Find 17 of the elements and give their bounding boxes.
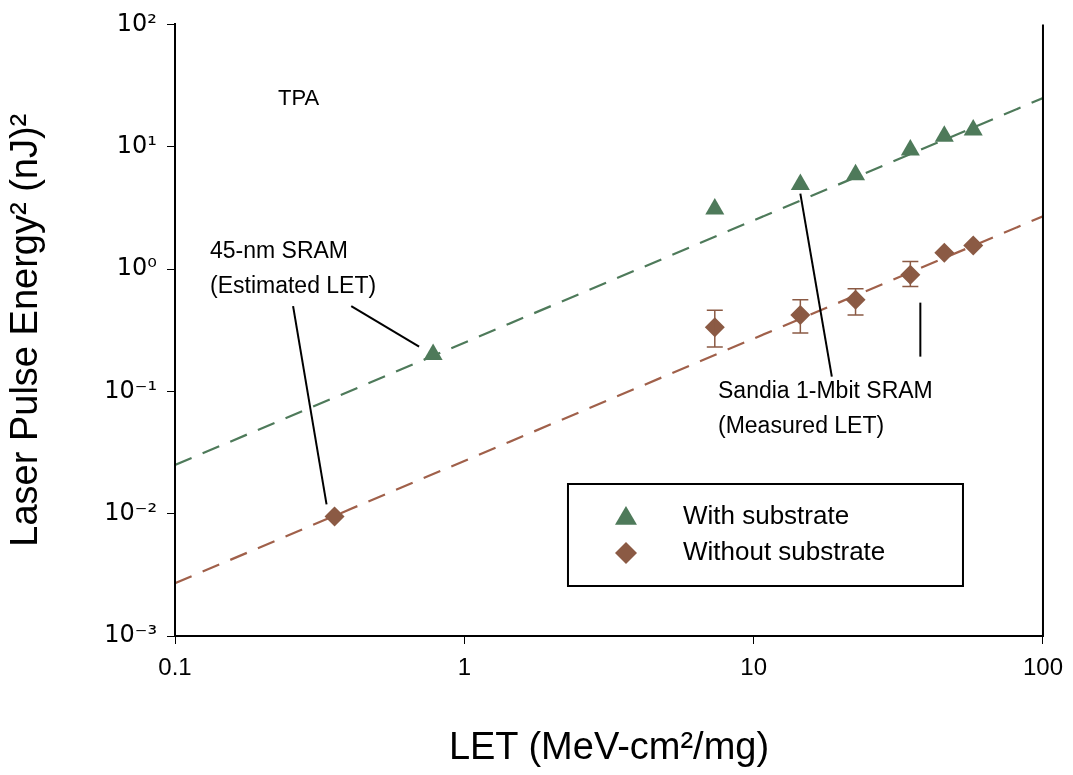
x-axis-title: LET (MeV-cm²/mg) (448, 724, 770, 767)
x-tick-label: 0.1 (158, 653, 192, 681)
y-tick-label: 10⁰ (116, 253, 157, 282)
y-axis-title: Laser Pulse Energy² (nJ)² (3, 113, 46, 547)
y-tick-label: 10¹ (116, 130, 157, 159)
x-tick-label: 100 (1022, 653, 1063, 681)
legend-label: Without substrate (682, 536, 886, 567)
x-tick-label: 1 (457, 653, 472, 681)
y-tick-label: 10⁻³ (104, 620, 157, 649)
y-tick-label: 10⁻² (104, 497, 157, 526)
annotation: Sandia 1-Mbit SRAM (Measured LET) (718, 376, 933, 438)
y-tick-label: 10⁻¹ (104, 375, 157, 404)
annotation: 45-nm SRAM (Estimated LET) (210, 236, 377, 298)
annotation: TPA (278, 85, 320, 111)
y-tick-label: 10² (116, 8, 157, 37)
x-tick-label: 10 (740, 653, 767, 681)
legend-label: With substrate (682, 500, 850, 531)
